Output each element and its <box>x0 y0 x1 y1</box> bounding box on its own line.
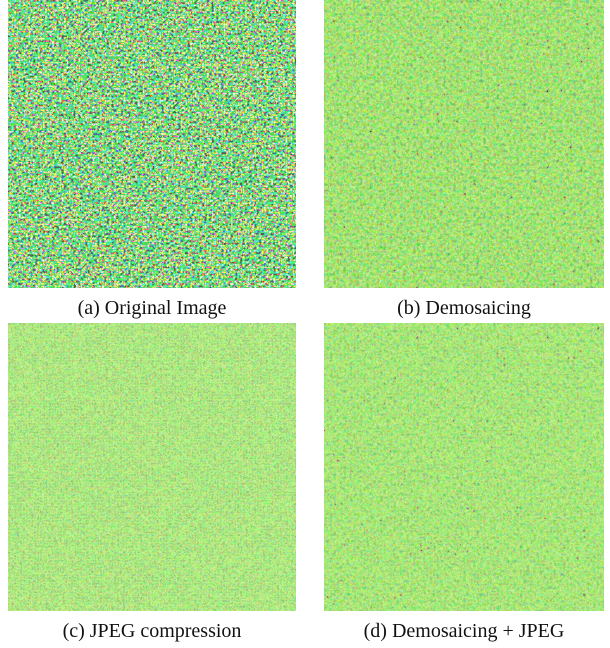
figure: (a) Original Image (b) Demosaicing (c) J… <box>0 0 610 648</box>
image-jpeg <box>8 323 296 611</box>
caption: (d) Demosaicing + JPEG <box>364 620 565 642</box>
image-demosaicing-jpeg <box>324 323 604 611</box>
image-demosaicing <box>324 0 604 288</box>
caption: (a) Original Image <box>78 297 227 319</box>
image-original <box>8 0 296 288</box>
caption: (b) Demosaicing <box>397 297 531 319</box>
caption: (c) JPEG compression <box>63 620 242 642</box>
